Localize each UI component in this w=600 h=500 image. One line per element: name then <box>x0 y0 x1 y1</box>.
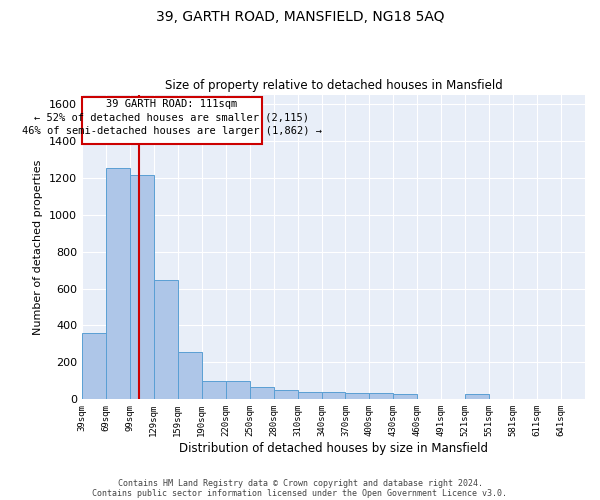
Text: 39 GARTH ROAD: 111sqm: 39 GARTH ROAD: 111sqm <box>106 99 238 109</box>
Title: Size of property relative to detached houses in Mansfield: Size of property relative to detached ho… <box>164 79 502 92</box>
Bar <box>202 381 226 400</box>
Bar <box>274 390 298 400</box>
Bar <box>465 394 489 400</box>
Bar <box>298 392 322 400</box>
Bar <box>370 394 394 400</box>
Bar <box>394 394 418 400</box>
Bar <box>130 175 154 400</box>
Text: ← 52% of detached houses are smaller (2,115): ← 52% of detached houses are smaller (2,… <box>34 112 309 122</box>
Bar <box>82 333 106 400</box>
Bar <box>154 280 178 400</box>
Bar <box>226 381 250 400</box>
Bar <box>106 168 130 400</box>
Text: Contains HM Land Registry data © Crown copyright and database right 2024.: Contains HM Land Registry data © Crown c… <box>118 478 482 488</box>
Text: 39, GARTH ROAD, MANSFIELD, NG18 5AQ: 39, GARTH ROAD, MANSFIELD, NG18 5AQ <box>156 10 444 24</box>
Y-axis label: Number of detached properties: Number of detached properties <box>34 160 43 334</box>
Text: 46% of semi-detached houses are larger (1,862) →: 46% of semi-detached houses are larger (… <box>22 126 322 136</box>
FancyBboxPatch shape <box>82 98 262 144</box>
X-axis label: Distribution of detached houses by size in Mansfield: Distribution of detached houses by size … <box>179 442 488 455</box>
Bar <box>250 388 274 400</box>
Bar <box>178 352 202 400</box>
Bar <box>322 392 346 400</box>
Bar <box>346 393 370 400</box>
Text: Contains public sector information licensed under the Open Government Licence v3: Contains public sector information licen… <box>92 488 508 498</box>
